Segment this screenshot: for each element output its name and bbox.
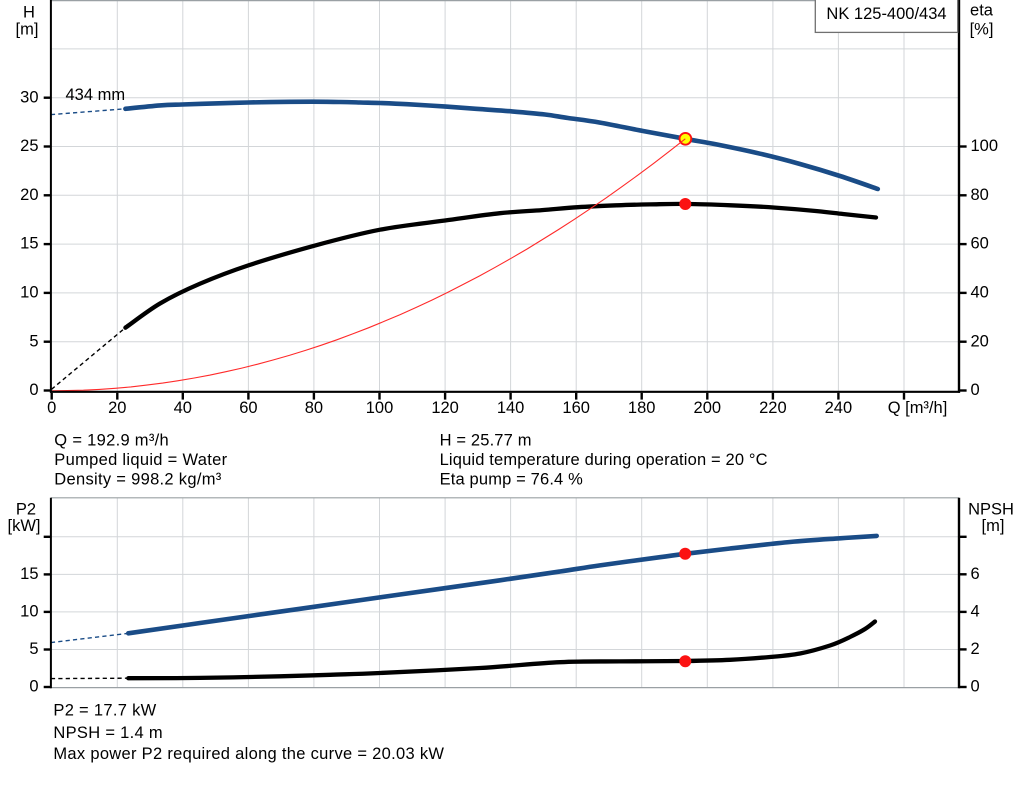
svg-text:Eta pump = 76.4 %: Eta pump = 76.4 % [440, 471, 584, 489]
svg-text:Liquid temperature during oper: Liquid temperature during operation = 20… [440, 451, 768, 469]
svg-text:15: 15 [20, 235, 38, 253]
svg-text:0: 0 [29, 678, 38, 696]
svg-text:160: 160 [562, 399, 590, 417]
svg-text:220: 220 [759, 399, 787, 417]
svg-text:200: 200 [694, 399, 722, 417]
svg-text:H = 25.77 m: H = 25.77 m [440, 432, 532, 450]
svg-text:NPSH: NPSH [968, 501, 1014, 519]
svg-text:240: 240 [825, 399, 853, 417]
svg-text:20: 20 [20, 186, 38, 204]
svg-text:40: 40 [971, 284, 989, 302]
svg-text:120: 120 [431, 399, 459, 417]
svg-text:[kW]: [kW] [8, 517, 41, 535]
svg-text:180: 180 [628, 399, 656, 417]
svg-text:0: 0 [971, 678, 980, 696]
svg-text:60: 60 [239, 399, 257, 417]
svg-text:Density = 998.2 kg/m³: Density = 998.2 kg/m³ [54, 471, 221, 489]
svg-text:Max power P2 required along th: Max power P2 required along the curve = … [53, 745, 444, 763]
svg-text:Pumped liquid = Water: Pumped liquid = Water [54, 451, 227, 469]
svg-text:Q = 192.9 m³/h: Q = 192.9 m³/h [54, 432, 169, 450]
svg-text:0: 0 [47, 399, 56, 417]
svg-text:10: 10 [20, 603, 38, 621]
svg-text:P2: P2 [16, 501, 36, 519]
svg-text:5: 5 [29, 332, 38, 350]
svg-text:100: 100 [971, 137, 999, 155]
svg-text:Q [m³/h]: Q [m³/h] [888, 399, 948, 417]
svg-text:6: 6 [971, 565, 980, 583]
svg-text:eta: eta [970, 2, 994, 20]
svg-text:15: 15 [20, 565, 38, 583]
svg-text:25: 25 [20, 137, 38, 155]
svg-text:5: 5 [29, 640, 38, 658]
svg-text:60: 60 [971, 235, 989, 253]
svg-text:[m]: [m] [982, 517, 1005, 535]
svg-text:20: 20 [971, 332, 989, 350]
svg-text:[m]: [m] [16, 21, 39, 39]
svg-text:H: H [23, 4, 35, 22]
svg-text:140: 140 [497, 399, 525, 417]
svg-text:2: 2 [971, 640, 980, 658]
svg-text:[%]: [%] [970, 21, 994, 39]
svg-text:100: 100 [366, 399, 394, 417]
svg-text:80: 80 [971, 186, 989, 204]
svg-text:NPSH = 1.4 m: NPSH = 1.4 m [53, 724, 163, 742]
svg-text:20: 20 [108, 399, 126, 417]
svg-text:0: 0 [971, 381, 980, 399]
svg-text:0: 0 [29, 381, 38, 399]
svg-text:10: 10 [20, 284, 38, 302]
svg-text:4: 4 [971, 603, 980, 621]
svg-text:NK 125-400/434: NK 125-400/434 [826, 5, 946, 23]
svg-text:40: 40 [174, 399, 192, 417]
svg-text:P2 = 17.7 kW: P2 = 17.7 kW [53, 702, 156, 720]
svg-text:30: 30 [20, 88, 38, 106]
svg-text:80: 80 [305, 399, 323, 417]
svg-text:434 mm: 434 mm [66, 86, 126, 104]
